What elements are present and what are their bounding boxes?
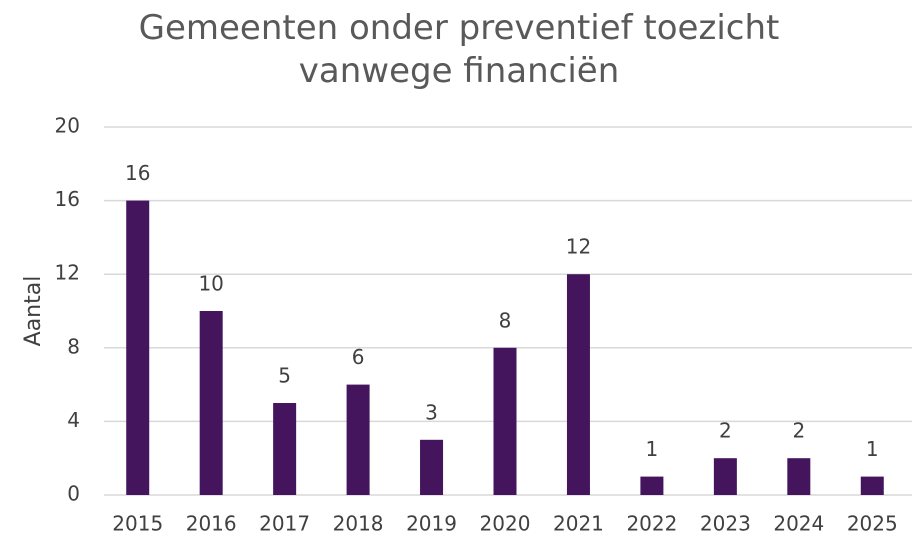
x-tick-label: 2019 <box>406 512 457 536</box>
bar <box>713 458 737 495</box>
x-tick-label: 2025 <box>847 512 898 536</box>
x-tick-label: 2016 <box>186 512 237 536</box>
data-label: 16 <box>125 161 150 185</box>
y-tick-label: 16 <box>55 187 80 211</box>
bar <box>640 476 664 495</box>
data-label: 2 <box>792 419 805 443</box>
data-label: 8 <box>499 308 512 332</box>
data-label: 1 <box>866 437 879 461</box>
bar <box>346 384 370 495</box>
y-tick-label: 4 <box>67 408 80 432</box>
bar <box>126 200 150 495</box>
x-tick-label: 2015 <box>112 512 163 536</box>
bar <box>420 439 444 495</box>
data-label: 2 <box>719 419 732 443</box>
x-tick-label: 2024 <box>773 512 824 536</box>
bar <box>787 458 811 495</box>
y-tick-label: 20 <box>55 114 80 138</box>
y-tick-label: 8 <box>67 334 80 358</box>
data-label: 3 <box>425 400 438 424</box>
y-tick-label: 12 <box>55 261 80 285</box>
x-tick-label: 2022 <box>626 512 677 536</box>
data-label: 6 <box>352 345 365 369</box>
data-label: 10 <box>198 272 223 296</box>
x-tick-label: 2020 <box>480 512 531 536</box>
data-label: 12 <box>566 235 591 259</box>
bar <box>199 311 223 495</box>
x-tick-label: 2018 <box>333 512 384 536</box>
bar <box>860 476 884 495</box>
bar <box>566 274 590 495</box>
bar <box>273 403 297 495</box>
y-tick-label: 0 <box>67 482 80 506</box>
x-tick-label: 2017 <box>259 512 310 536</box>
bar <box>493 347 517 495</box>
x-tick-label: 2021 <box>553 512 604 536</box>
data-label: 5 <box>278 364 291 388</box>
y-axis-label: Aantal <box>21 276 46 347</box>
data-label: 1 <box>646 437 659 461</box>
x-tick-label: 2023 <box>700 512 751 536</box>
chart-title: Gemeenten onder preventief toezicht vanwe… <box>139 8 780 91</box>
